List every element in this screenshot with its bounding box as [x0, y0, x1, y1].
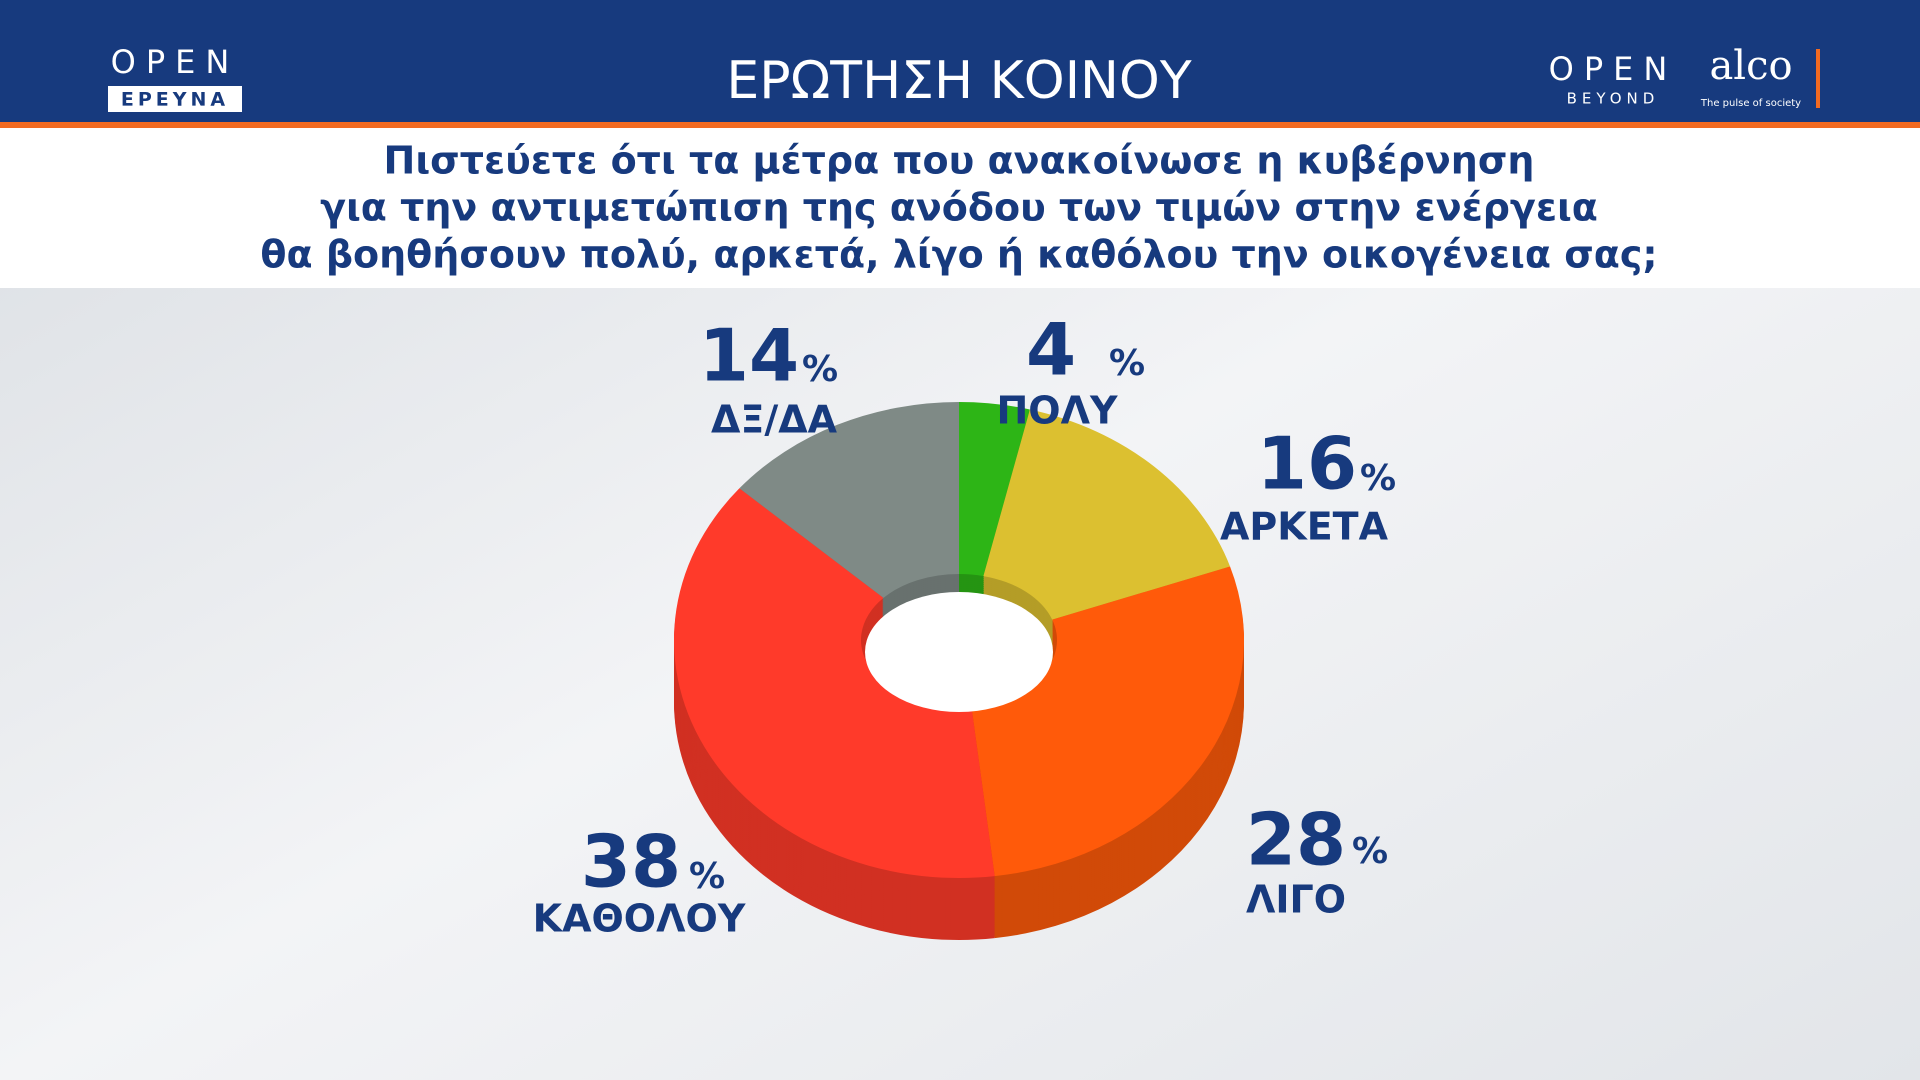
chart-title: Πιστεύετε ότι τα μέτρα που ανακοίνωσε η …: [384, 139, 1535, 183]
slice: [983, 409, 1231, 620]
data-label: 38: [581, 820, 681, 904]
partner-tagline: The pulse of society: [1700, 98, 1801, 109]
data-label-unit: %: [1352, 831, 1388, 872]
donut-hole: [865, 592, 1053, 712]
brand-box: [108, 86, 242, 112]
category-label: ΑΡΚΕΤΑ: [1220, 505, 1389, 549]
brand-logo: OPEN: [1549, 50, 1678, 88]
slice: [971, 566, 1245, 877]
chart-title: για την αντιμετώπιση της ανόδου των τιμώ…: [320, 186, 1598, 230]
title-band: [0, 122, 1920, 288]
data-label-unit: %: [689, 856, 725, 897]
partner-divider: [1816, 49, 1820, 108]
brand-logo: OPEN: [111, 43, 240, 81]
header-bar: [0, 0, 1920, 122]
brand-sub: BEYOND: [1567, 90, 1660, 108]
slice: [739, 402, 959, 598]
data-label: 16: [1257, 422, 1357, 506]
partner-logo: alco: [1709, 43, 1792, 89]
category-label: ΚΑΘΟΛΟΥ: [533, 897, 746, 941]
header-accent: [0, 122, 1920, 128]
slice: [674, 488, 995, 878]
category-label: ΛΙΓΟ: [1246, 878, 1346, 922]
chart-title: θα βοηθήσουν πολύ, αρκετά, λίγο ή καθόλο…: [260, 233, 1657, 277]
data-label: 14: [699, 314, 799, 398]
category-label: ΠΟΛΥ: [996, 389, 1118, 433]
brand-sub: ΕΡΕΥΝΑ: [121, 89, 229, 111]
data-label-unit: %: [802, 349, 838, 390]
data-label-unit: %: [1360, 458, 1396, 499]
data-label: 4: [1026, 308, 1076, 392]
slice: [959, 402, 1030, 577]
data-label: 28: [1246, 798, 1346, 882]
category-label: ΔΞ/ΔΑ: [711, 398, 838, 442]
section-title: ΕΡΩΤΗΣΗ ΚΟΙΝΟΥ: [726, 51, 1191, 111]
data-label-unit: %: [1109, 343, 1145, 384]
